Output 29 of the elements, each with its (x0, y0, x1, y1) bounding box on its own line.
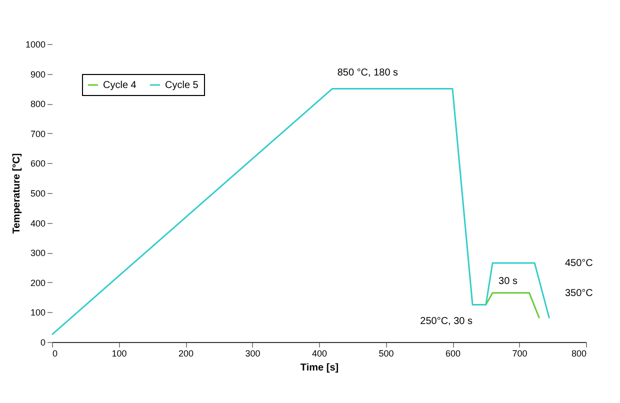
x-axis-title: Time [s] (300, 362, 339, 374)
y-tick-label: 900 (30, 69, 46, 80)
y-tick-label: 500 (30, 188, 46, 198)
annotation: 450°C (565, 258, 593, 269)
x-tick-label: 800 (571, 348, 586, 358)
x-tick-label: 500 (378, 348, 394, 358)
x-tick-label: 600 (445, 348, 461, 358)
x-tick-label: 200 (178, 348, 194, 358)
x-tick-label: 400 (312, 348, 328, 358)
legend-label: Cycle 5 (165, 80, 199, 91)
y-tick-label: 100 (30, 308, 46, 318)
y-tick-label: 600 (30, 158, 46, 169)
y-tick-label: 200 (30, 278, 46, 288)
y-tick-label: 700 (30, 128, 46, 139)
legend-label: Cycle 4 (103, 80, 137, 91)
y-tick-label: 800 (30, 99, 46, 110)
x-tick-label: 100 (112, 348, 127, 358)
annotation: 350°C (565, 288, 593, 299)
x-tick-label: 300 (245, 348, 260, 358)
y-tick-label: 300 (30, 248, 46, 258)
annotation: 30 s (498, 276, 518, 287)
y-tick-label: 400 (30, 218, 46, 228)
y-tick-label: 1000 (25, 40, 46, 50)
x-tick-label: 0 (52, 348, 58, 358)
annotation: 250°C, 30 s (420, 316, 473, 327)
y-tick-label: 0 (40, 338, 46, 348)
x-tick-label: 700 (512, 348, 528, 358)
y-axis-title: Temperature [°C] (11, 153, 22, 234)
annotation: 850 °C, 180 s (337, 68, 398, 79)
